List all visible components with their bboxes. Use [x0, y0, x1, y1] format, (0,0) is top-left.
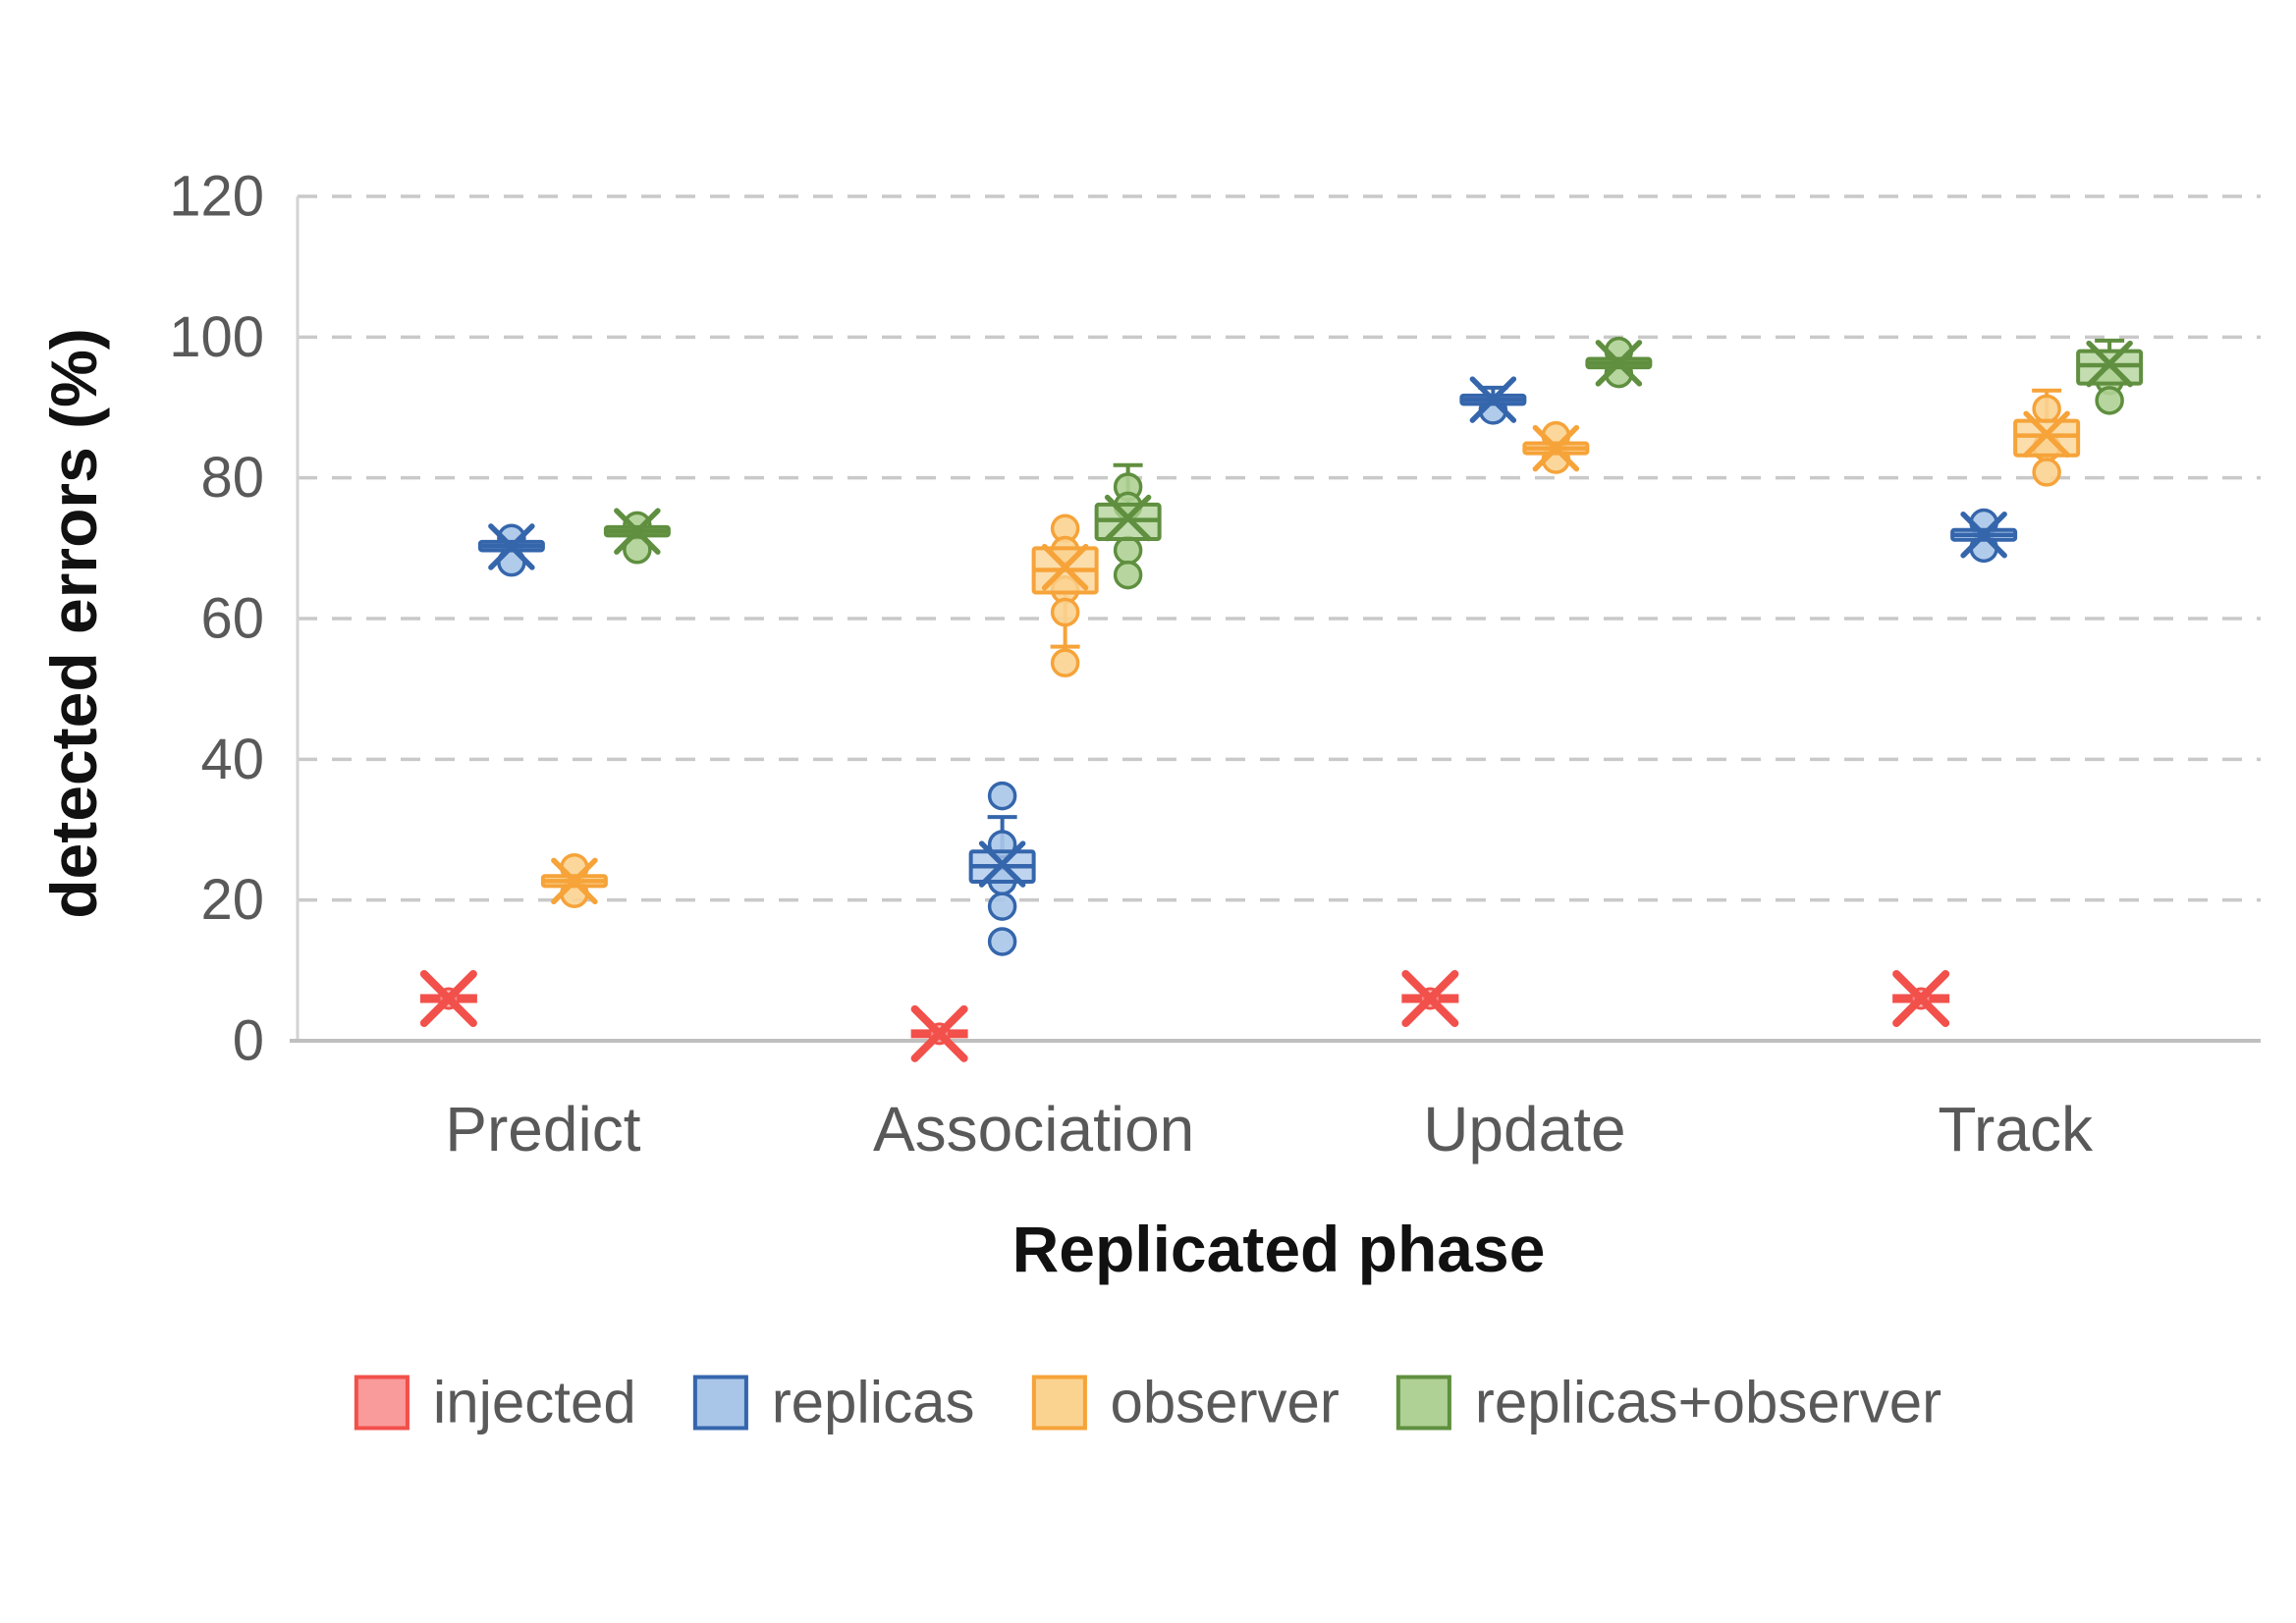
mean-x-injected-predict — [419, 970, 477, 1027]
y-tick-label-60: 60 — [200, 587, 264, 651]
mean-x-injected-association — [910, 1004, 968, 1062]
legend: injected replicas observer replicas+observe… — [354, 1369, 1942, 1436]
mean-x-replicas-observer-update — [1595, 340, 1643, 387]
box-observer-track — [2013, 418, 2081, 458]
mean-x-replicas-observer-association — [1104, 494, 1152, 542]
mean-x-replicas-observer-track — [2086, 340, 2133, 388]
legend-swatch-replicas-observer — [1395, 1375, 1451, 1430]
point-observer-association — [1050, 597, 1080, 627]
legend-label-observer: observer — [1110, 1369, 1339, 1435]
point-replicas-observer-association — [1113, 535, 1143, 566]
point-replicas-association — [987, 892, 1017, 921]
mean-x-injected-track — [1892, 970, 1950, 1027]
mean-x-replicas-observer-predict — [614, 508, 661, 555]
point-replicas-observer-association — [1113, 560, 1143, 590]
y-tick-label-100: 100 — [169, 305, 264, 369]
mean-x-replicas-track — [1960, 511, 2007, 559]
x-axis-title: Replicated phase — [1011, 1213, 1546, 1285]
point-observer-association — [1050, 648, 1080, 677]
legend-label-replicas-observer: replicas+observer — [1474, 1369, 1942, 1435]
mean-x-replicas-update — [1469, 376, 1517, 423]
point-observer-track — [2032, 458, 2061, 487]
legend-item-replicas-observer: replicas+observer — [1395, 1369, 1942, 1436]
y-tick-label-120: 120 — [169, 165, 264, 229]
legend-item-observer: observer — [1031, 1369, 1339, 1436]
y-tick-label-20: 20 — [200, 868, 264, 932]
legend-swatch-observer — [1031, 1375, 1087, 1430]
point-observer-track — [2032, 394, 2061, 424]
x-category-label-association: Association — [873, 1094, 1194, 1164]
y-tick-label-40: 40 — [200, 728, 264, 791]
mean-x-injected-update — [1401, 970, 1459, 1027]
legend-label-replicas: replicas — [771, 1369, 975, 1435]
mean-x-observer-track — [2023, 410, 2070, 458]
point-replicas-association — [987, 781, 1017, 811]
mean-x-observer-update — [1532, 424, 1580, 472]
legend-swatch-replicas — [692, 1375, 748, 1430]
x-category-label-predict: Predict — [445, 1094, 640, 1164]
legend-item-injected: injected — [354, 1369, 636, 1436]
x-category-label-update: Update — [1423, 1094, 1625, 1164]
y-axis-title: detected errors (%) — [37, 328, 110, 919]
legend-swatch-injected — [354, 1375, 410, 1430]
legend-label-injected: injected — [432, 1369, 636, 1435]
mean-x-replicas-association — [978, 840, 1026, 888]
y-tick-label-80: 80 — [200, 446, 264, 510]
y-tick-label-0: 0 — [233, 1009, 264, 1073]
legend-item-replicas: replicas — [692, 1369, 975, 1436]
mean-x-replicas-predict — [488, 523, 535, 570]
mean-x-observer-association — [1041, 543, 1089, 591]
mean-x-observer-predict — [551, 857, 598, 905]
x-category-label-track: Track — [1938, 1094, 2094, 1164]
point-replicas-association — [987, 927, 1017, 956]
point-replicas-observer-track — [2095, 386, 2124, 415]
